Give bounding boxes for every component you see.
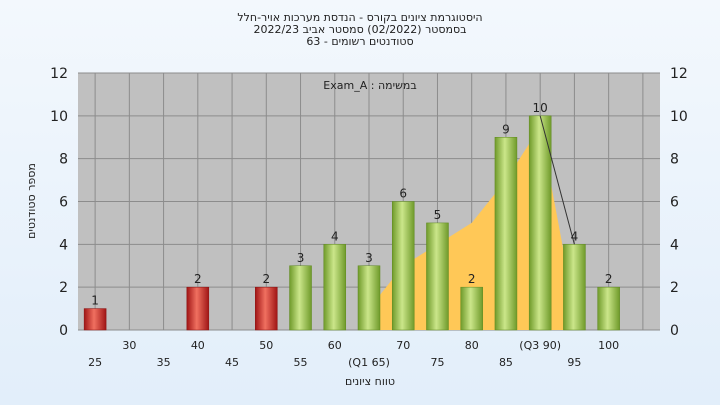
y-tick-label-right: 12: [670, 66, 688, 82]
bar-data-label: 3: [365, 251, 373, 265]
x-tick-label: (Q3 90): [519, 339, 561, 352]
x-tick-label: 35: [157, 356, 171, 369]
histogram-bar: [597, 286, 620, 331]
histogram-bar: [255, 286, 278, 331]
histogram-bar: [563, 244, 586, 331]
histogram-bar: [186, 286, 210, 331]
x-tick-label: 100: [598, 339, 619, 352]
y-axis-title: מספר סטודנטים: [25, 163, 38, 239]
chart-title-line-2: בסמסטר (02/2022) סמסטר אביב 2022/23: [253, 23, 467, 36]
y-tick-label-right: 10: [670, 109, 688, 125]
histogram-bar: [289, 265, 312, 331]
bar-data-label: 5: [434, 208, 442, 222]
y-tick-label-left: 4: [59, 237, 68, 253]
chart-title-line-3: סטודנטים רשומים - 63: [306, 35, 414, 48]
y-tick-label-left: 2: [59, 280, 68, 296]
x-tick-label: 25: [88, 356, 102, 369]
bar-data-label: 6: [399, 187, 407, 201]
bar-data-label: 9: [502, 122, 510, 136]
bar-data-label: 2: [468, 272, 476, 286]
y-tick-label-right: 8: [670, 152, 679, 168]
chart-title-line-1: היסטוגרמת ציונים בקורס - הנדסת מערכות או…: [237, 11, 483, 24]
histogram-bar: [494, 137, 518, 331]
x-tick-label: 55: [294, 356, 308, 369]
x-tick-label: 50: [259, 339, 273, 352]
histogram-bar: [83, 308, 107, 331]
histogram-bar: [426, 222, 449, 331]
bar-data-label: 3: [297, 251, 305, 265]
bar-data-label: 2: [262, 272, 270, 286]
y-tick-label-left: 6: [59, 195, 68, 211]
bar-data-label: 2: [605, 272, 613, 286]
x-tick-label: 30: [122, 339, 136, 352]
task-annotation: במשימה : Exam_A: [323, 79, 416, 92]
histogram-bar: [391, 201, 415, 331]
x-tick-label: 60: [328, 339, 342, 352]
histogram-bar: [357, 265, 381, 331]
x-tick-label: 95: [567, 356, 581, 369]
x-tick-label: (Q1 65): [348, 356, 390, 369]
bar-data-label: 10: [533, 101, 548, 115]
y-tick-label-right: 2: [670, 280, 679, 296]
y-tick-label-right: 4: [670, 237, 679, 253]
x-tick-label: 85: [499, 356, 513, 369]
y-tick-label-right: 6: [670, 195, 679, 211]
distribution-area: [369, 126, 575, 331]
y-tick-label-left: 8: [59, 152, 68, 168]
histogram-bar: [323, 244, 347, 331]
x-tick-label: 80: [465, 339, 479, 352]
x-tick-label: 40: [191, 339, 205, 352]
bar-data-label: 2: [194, 272, 202, 286]
y-tick-label-left: 10: [50, 109, 68, 125]
x-tick-label: 75: [430, 356, 444, 369]
bar-data-label: 4: [331, 229, 339, 243]
bar-data-label: 4: [571, 229, 579, 243]
y-tick-label-right: 0: [670, 323, 679, 339]
y-tick-label-left: 12: [50, 66, 68, 82]
bar-data-label: 1: [91, 294, 99, 308]
x-axis-title: טווח ציונים: [345, 375, 395, 388]
x-tick-label: 70: [396, 339, 410, 352]
x-tick-label: 45: [225, 356, 239, 369]
histogram-bar: [460, 286, 483, 331]
trend-line: [539, 115, 575, 245]
histogram-bar: [528, 115, 552, 331]
y-tick-label-left: 0: [59, 323, 68, 339]
